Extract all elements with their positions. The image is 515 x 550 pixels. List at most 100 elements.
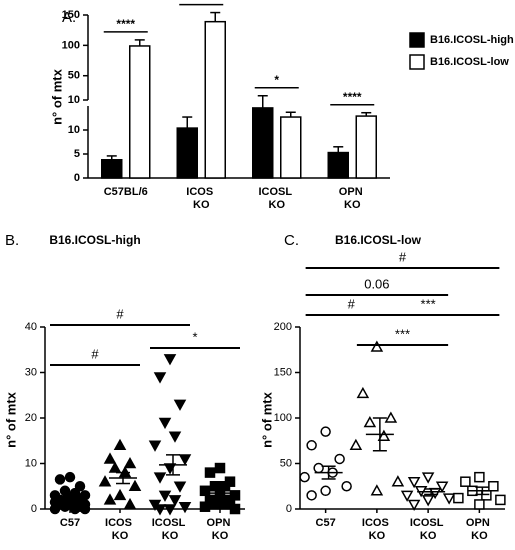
y-axis-label: n° of mtx [259,391,274,448]
data-point [320,426,331,437]
data-point [384,411,398,423]
x-tick-label: ICOS KO [362,517,392,542]
bar [204,20,226,179]
x-tick-label: C57 [316,517,336,529]
data-point [481,490,492,501]
data-point [219,499,231,510]
data-point [103,493,117,505]
significance-label: **** [343,90,362,104]
data-point [421,495,435,507]
y-tick-label: 100 [62,39,80,51]
significance-label: # [348,296,356,311]
data-point [199,501,211,512]
data-point [370,484,384,496]
data-point [306,490,317,501]
y-tick-label: 5 [74,148,80,160]
bar [129,45,151,179]
y-tick-label: 150 [274,366,292,378]
legend-swatch [409,32,425,48]
data-point [214,462,226,474]
data-point [113,488,127,501]
data-point [400,490,414,502]
bar [176,127,198,179]
data-point [64,471,76,483]
data-point [306,440,317,451]
data-point [153,372,167,384]
data-point [349,438,363,451]
x-tick-label: ICOSL KO [259,186,295,211]
data-point [54,474,66,485]
significance-label: # [116,306,124,321]
y-tick-label: 40 [25,321,37,333]
significance-label: 0.06 [364,276,389,291]
data-point [113,438,127,451]
y-tick-label: 0 [31,503,37,515]
x-tick-label: C57BL/6 [104,186,148,198]
significance-label: *** [395,326,410,341]
data-point [158,417,172,430]
data-point [173,399,187,411]
significance-label: # [399,249,407,264]
significance-label: * [192,329,197,344]
bar [280,116,302,179]
data-point [199,485,211,497]
data-point [153,472,167,484]
panel-label: C. [284,232,299,249]
y-tick-label: 150 [62,9,80,21]
panel-label: B. [5,232,19,249]
data-point [377,429,391,441]
x-tick-label: ICOS KO [186,186,216,211]
data-point [49,503,61,515]
significance-label: * [274,73,279,87]
data-point [474,471,485,483]
legend-swatch [409,54,425,70]
bar [327,151,349,179]
data-point [495,494,506,506]
x-tick-label: OPN KO [339,186,366,211]
x-tick-label: OPN KO [466,517,493,542]
y-tick-label: 10 [25,457,37,469]
data-point [421,472,435,484]
panel-label: A. [62,9,76,26]
significance-label: # [91,346,99,361]
data-point [148,440,162,452]
bar [252,107,274,179]
data-point [356,386,370,399]
y-axis-label: n° of mtx [49,68,64,125]
data-point [168,431,182,443]
data-point [204,467,216,478]
x-tick-label: ICOS KO [105,517,135,542]
x-tick-label: C57 [60,517,80,529]
data-point [320,485,331,497]
data-point [163,354,177,366]
significance-label: *** [194,0,208,4]
data-point [163,504,177,516]
data-point [435,481,449,493]
data-point [123,456,137,469]
y-tick-label: 200 [274,321,292,333]
significance-label: **** [116,17,135,31]
y-tick-label: 30 [25,366,37,378]
data-point [103,452,117,464]
data-point [69,503,81,515]
data-point [158,490,172,502]
data-point [178,501,192,514]
data-point [108,461,122,473]
data-point [474,499,485,510]
data-point [453,492,464,504]
data-point [442,493,456,505]
data-point [363,416,377,428]
legend-label: B16.ICOSL-low [430,56,509,68]
chart-title: B16.ICOSL-high [49,233,140,247]
data-point [334,453,345,465]
significance-label: *** [421,296,436,311]
data-point [128,479,142,491]
data-point [74,481,86,492]
y-tick-label: 50 [68,70,80,82]
data-point [153,504,167,516]
data-point [370,340,384,352]
data-point [299,471,310,483]
chart-title: B16.ICOSL-low [335,233,422,247]
y-tick-label: 20 [25,412,37,424]
